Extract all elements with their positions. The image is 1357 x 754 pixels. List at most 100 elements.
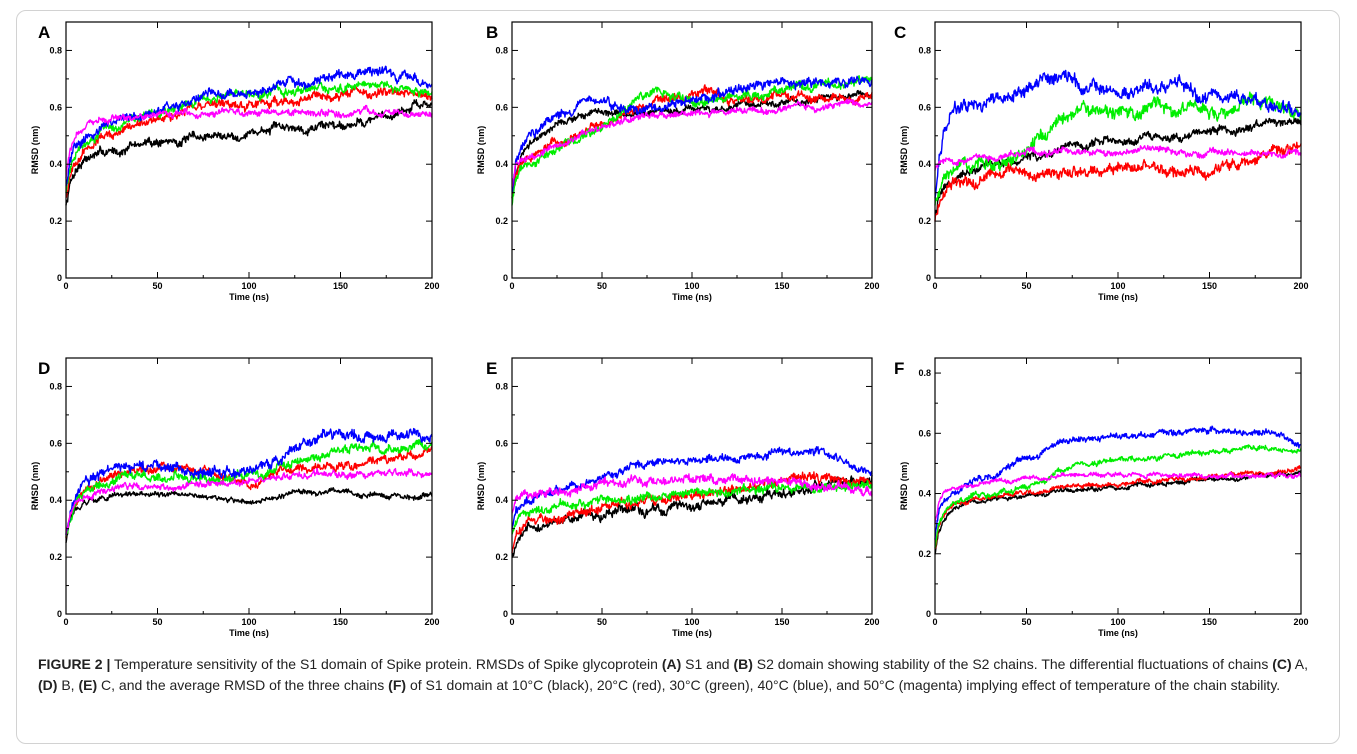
y-tick-label: 0.8	[918, 45, 931, 55]
x-tick-label: 200	[1293, 281, 1308, 291]
plot-frame	[934, 21, 1302, 279]
x-tick-label: 50	[1021, 281, 1031, 291]
y-axis-label: RMSD (nm)	[476, 462, 486, 511]
x-tick-label: 100	[684, 281, 699, 291]
x-tick-label: 50	[597, 617, 607, 627]
x-tick-label: 50	[1021, 617, 1031, 627]
chart-panel-e: E 0 50 100 150 200 0 0.2 0.4 0.6 0.8 Time (ns) RMSD …	[476, 357, 880, 638]
chart-panel-b: B 0 50 100 150 200 0 0.2 0.4 0.6 0.8 Time (ns) RMSD …	[476, 21, 880, 302]
series-line	[65, 427, 433, 535]
series-line	[934, 141, 1302, 222]
figure-caption: FIGURE 2 | Temperature sensitivity of th…	[38, 654, 1328, 696]
y-axis-label: RMSD (nm)	[476, 126, 486, 175]
x-axis-label: Time (ns)	[229, 628, 269, 638]
x-tick-label: 50	[152, 281, 162, 291]
y-tick-label: 0.2	[495, 216, 508, 226]
caption-text-segment: Temperature sensitivity of the S1 domain…	[114, 656, 662, 672]
x-tick-label: 100	[241, 281, 256, 291]
panel-letter: D	[38, 359, 50, 378]
x-tick-label: 0	[63, 617, 68, 627]
caption-panel-ref: (A)	[661, 656, 682, 672]
series-line	[65, 98, 433, 206]
series-line	[934, 69, 1302, 199]
y-tick-label: 0.6	[49, 438, 62, 448]
plot-frame	[511, 21, 873, 279]
y-tick-label: 0	[926, 273, 931, 283]
chart-panel-f: F 0 50 100 150 200 0 0.2 0.4 0.6 0.8 Time (ns) RMSD …	[894, 357, 1309, 638]
series-line	[65, 467, 433, 536]
series-line	[65, 439, 433, 537]
series-line	[511, 471, 873, 554]
caption-panel-ref: (C)	[1272, 656, 1292, 672]
series-line	[65, 80, 433, 194]
series-line	[511, 98, 873, 188]
series-line	[934, 470, 1302, 555]
series-line	[511, 74, 873, 206]
series-line	[65, 65, 433, 187]
x-tick-label: 100	[1110, 617, 1125, 627]
x-tick-label: 150	[1202, 281, 1217, 291]
y-tick-label: 0.4	[918, 159, 931, 169]
x-tick-label: 100	[1110, 281, 1125, 291]
y-tick-label: 0.6	[918, 102, 931, 112]
y-tick-label: 0.8	[495, 381, 508, 391]
chart-panel-c: C 0 50 100 150 200 0 0.2 0.4 0.6 0.8 Time (ns) RMSD …	[894, 21, 1309, 302]
y-axis-label: RMSD (nm)	[899, 126, 909, 175]
plot-frame	[65, 21, 433, 279]
caption-text-segment: S2 domain showing stability of the S2 ch…	[752, 656, 1273, 672]
y-tick-label: 0.2	[49, 552, 62, 562]
y-tick-label: 0.4	[49, 495, 62, 505]
panel-letter: E	[486, 359, 497, 378]
caption-text: Temperature sensitivity of the S1 domain…	[38, 656, 1308, 693]
y-tick-label: 0.4	[495, 495, 508, 505]
series-line	[934, 91, 1302, 206]
x-tick-label: 150	[1202, 617, 1217, 627]
y-tick-label: 0.2	[495, 552, 508, 562]
y-tick-label: 0	[503, 609, 508, 619]
x-tick-label: 0	[932, 281, 937, 291]
y-axis-label: RMSD (nm)	[30, 462, 40, 511]
caption-text-segment: of S1 domain at 10°C (black), 20°C (red)…	[406, 677, 1281, 693]
y-tick-label: 0.2	[918, 549, 931, 559]
caption-panel-ref: (E)	[78, 677, 98, 693]
y-tick-label: 0.4	[495, 159, 508, 169]
y-tick-label: 0.4	[49, 159, 62, 169]
x-tick-label: 100	[684, 617, 699, 627]
y-tick-label: 0.6	[495, 102, 508, 112]
series-line	[934, 444, 1302, 549]
series-line	[65, 84, 433, 199]
figure-charts: A 0 50 100 150 200 0 0.2 0.4 0.6 0.8 Time (ns) RMSD …	[30, 21, 1309, 638]
x-tick-label: 200	[864, 281, 879, 291]
x-tick-label: 0	[932, 617, 937, 627]
y-tick-label: 0.8	[49, 45, 62, 55]
caption-text-segment: A,	[1291, 656, 1309, 672]
series-line	[934, 425, 1302, 540]
y-tick-label: 0.2	[49, 216, 62, 226]
x-axis-label: Time (ns)	[229, 292, 269, 302]
chart-panel-a: A 0 50 100 150 200 0 0.2 0.4 0.6 0.8 Time (ns) RMSD …	[30, 21, 440, 302]
x-tick-label: 0	[509, 617, 514, 627]
x-tick-label: 150	[333, 617, 348, 627]
y-tick-label: 0	[503, 273, 508, 283]
panel-letter: C	[894, 23, 906, 42]
y-tick-label: 0.8	[495, 45, 508, 55]
x-tick-label: 0	[509, 281, 514, 291]
y-tick-label: 0.4	[918, 489, 931, 499]
caption-text-segment: S1 and	[681, 656, 734, 672]
caption-panel-ref: (D)	[38, 677, 58, 693]
series-line	[511, 75, 873, 193]
panel-letter: F	[894, 359, 904, 378]
series-line	[511, 473, 873, 514]
caption-label: FIGURE 2 |	[38, 656, 111, 672]
x-tick-label: 50	[597, 281, 607, 291]
x-tick-label: 150	[333, 281, 348, 291]
y-axis-label: RMSD (nm)	[30, 126, 40, 175]
caption-text-segment: B,	[57, 677, 79, 693]
y-tick-label: 0.8	[49, 381, 62, 391]
y-tick-label: 0.8	[918, 368, 931, 378]
caption-panel-ref: (F)	[388, 677, 407, 693]
y-axis-label: RMSD (nm)	[899, 462, 909, 511]
figure-frame	[16, 10, 1340, 744]
series-line	[511, 446, 873, 530]
x-tick-label: 200	[424, 281, 439, 291]
